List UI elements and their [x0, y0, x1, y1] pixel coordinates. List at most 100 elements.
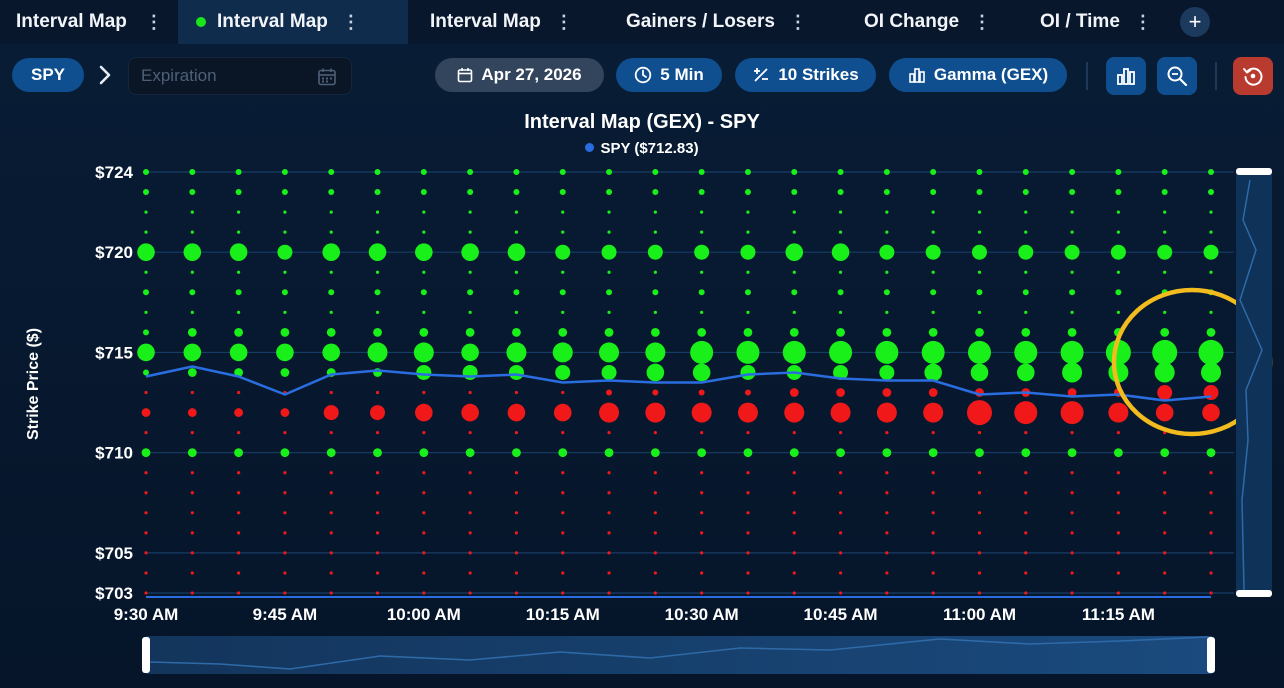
- y-slider-handle-bottom[interactable]: [1236, 590, 1272, 597]
- gamma-bubble: [837, 189, 844, 196]
- gamma-bubble: [190, 270, 194, 274]
- x-range-slider[interactable]: [142, 636, 1215, 674]
- expiration-input[interactable]: Expiration: [128, 57, 352, 95]
- gamma-bubble: [977, 230, 982, 234]
- tab-label: Interval Map: [430, 11, 541, 32]
- gamma-bubble: [514, 230, 519, 234]
- gamma-bubble: [144, 591, 148, 595]
- gamma-bubble: [690, 340, 714, 364]
- y-range-slider[interactable]: [1236, 168, 1272, 597]
- gamma-bubble: [838, 431, 843, 435]
- chart-title: Interval Map (GEX) - SPY: [524, 111, 760, 133]
- tab-menu-icon[interactable]: ⋮: [788, 11, 807, 32]
- strikes-button[interactable]: 10 Strikes: [735, 58, 876, 92]
- gamma-bubble: [281, 169, 288, 175]
- gamma-bubble: [883, 189, 890, 196]
- gamma-bubble: [1116, 571, 1120, 575]
- gamma-bubble: [514, 491, 519, 495]
- gamma-bubble: [1115, 289, 1122, 296]
- symbol-button[interactable]: SPY: [12, 58, 84, 92]
- gamma-bubble: [977, 551, 982, 555]
- chart-legend[interactable]: SPY ($712.83): [0, 140, 1284, 157]
- tab-gainers-losers[interactable]: Gainers / Losers ⋮: [594, 0, 830, 44]
- gamma-bubble: [1024, 230, 1028, 234]
- zoom-button[interactable]: [1157, 57, 1197, 95]
- gamma-bubble: [607, 551, 611, 555]
- tab-menu-icon[interactable]: ⋮: [554, 11, 573, 32]
- gamma-bubble: [1070, 230, 1074, 234]
- gamma-bubble: [553, 403, 572, 422]
- gamma-bubble: [514, 571, 519, 575]
- gamma-bubble: [283, 491, 287, 495]
- gamma-bubble: [647, 244, 663, 260]
- gamma-bubble: [374, 169, 381, 175]
- gamma-bubble: [189, 289, 196, 296]
- y-slider-handle-top[interactable]: [1236, 168, 1272, 175]
- gamma-bubble: [514, 270, 519, 274]
- gamma-bubble: [885, 491, 889, 495]
- tab-interval-map-1[interactable]: Interval Map ⋮: [0, 0, 178, 44]
- gamma-bubble: [746, 511, 750, 515]
- tab-menu-icon[interactable]: ⋮: [341, 11, 360, 32]
- gamma-bubble: [467, 289, 474, 296]
- gamma-bubble: [606, 389, 613, 396]
- gamma-bubble: [1157, 244, 1173, 260]
- date-button[interactable]: Apr 27, 2026: [435, 58, 604, 92]
- gamma-bubble: [744, 289, 751, 296]
- tab-oi-time[interactable]: OI / Time ⋮: [1008, 0, 1170, 44]
- gamma-bubble: [836, 388, 845, 397]
- gamma-bubble: [782, 340, 806, 364]
- gamma-bubble: [422, 591, 426, 595]
- tab-menu-icon[interactable]: ⋮: [973, 11, 992, 32]
- gamma-bubble: [977, 431, 982, 435]
- tab-menu-icon[interactable]: ⋮: [144, 11, 163, 32]
- tab-interval-map-3[interactable]: Interval Map ⋮: [408, 0, 594, 44]
- interval-button[interactable]: 5 Min: [616, 58, 722, 92]
- gamma-bubble: [1163, 491, 1167, 495]
- gamma-bubble: [422, 491, 426, 495]
- gamma-bubble: [700, 551, 704, 555]
- gamma-bubble: [1060, 401, 1084, 425]
- gamma-bubble: [420, 169, 427, 175]
- gamma-bubble: [468, 511, 472, 515]
- gamma-bubble: [743, 327, 753, 337]
- gamma-bubble: [1070, 431, 1074, 435]
- gamma-bubble: [281, 289, 288, 296]
- gamma-bubble: [601, 364, 617, 380]
- gamma-bubble: [883, 169, 890, 175]
- gamma-bubble: [1115, 189, 1122, 196]
- add-tab-button[interactable]: +: [1180, 7, 1210, 37]
- gamma-bubble: [187, 448, 197, 458]
- gamma-bubble: [375, 491, 380, 495]
- x-slider-handle-right[interactable]: [1207, 637, 1215, 673]
- calendar-icon[interactable]: [317, 67, 337, 87]
- gamma-bubble: [653, 310, 657, 314]
- gamma-bubble: [791, 189, 798, 196]
- gamma-bubble: [606, 189, 613, 196]
- gamma-bubble: [1060, 340, 1084, 364]
- gamma-bubble: [561, 571, 565, 575]
- chart-type-button[interactable]: [1106, 57, 1146, 95]
- gamma-bubble: [604, 448, 614, 458]
- gamma-bubble: [329, 591, 333, 595]
- gamma-bubble: [1069, 289, 1076, 296]
- x-slider-handle-left[interactable]: [142, 637, 150, 673]
- gamma-bubble: [190, 210, 194, 214]
- gamma-bubble: [328, 169, 335, 175]
- tab-interval-map-2[interactable]: Interval Map ⋮: [178, 0, 408, 44]
- gamma-bubble: [1070, 531, 1074, 535]
- gamma-bubble: [743, 448, 753, 458]
- gamma-bubble: [514, 591, 519, 595]
- gamma-bubble: [561, 471, 565, 475]
- gamma-bubble: [653, 270, 657, 274]
- gamma-bubble: [653, 531, 657, 535]
- gamma-bubble: [1163, 270, 1167, 274]
- gamma-bubble: [514, 511, 519, 515]
- gamma-bubble: [237, 270, 241, 274]
- tab-oi-change[interactable]: OI Change ⋮: [830, 0, 1008, 44]
- tab-menu-icon[interactable]: ⋮: [1133, 11, 1152, 32]
- gamma-bubble: [1024, 270, 1028, 274]
- reset-button[interactable]: [1233, 57, 1273, 95]
- greek-button[interactable]: Gamma (GEX): [889, 58, 1067, 92]
